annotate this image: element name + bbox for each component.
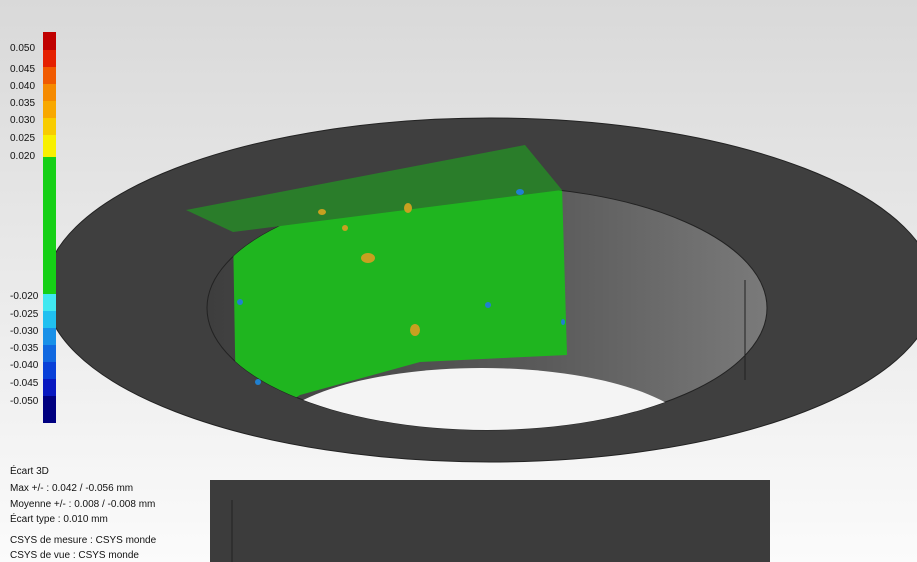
scale-label: 0.045: [10, 64, 36, 75]
spot: [318, 209, 326, 215]
spot: [342, 225, 348, 231]
deviation-patch-top: [186, 145, 562, 232]
scale-band: [43, 311, 56, 328]
scale-label: -0.040: [10, 360, 39, 371]
scale-label: -0.035: [10, 343, 39, 354]
scale-band: [43, 32, 56, 50]
scale-band: [43, 84, 56, 101]
scale-band: [43, 135, 56, 157]
spots: [237, 189, 565, 385]
scale-band: [43, 157, 56, 294]
through-hole: [267, 368, 697, 430]
scale-label: -0.030: [10, 326, 39, 337]
spot: [485, 302, 491, 308]
scale-label: 0.020: [10, 151, 36, 162]
scale-label: 0.030: [10, 115, 36, 126]
spot: [516, 189, 524, 195]
scale-label: 0.025: [10, 133, 36, 144]
scale-band: [43, 118, 56, 135]
info-title: Écart 3D: [10, 466, 49, 477]
spot: [361, 253, 375, 263]
spot: [410, 324, 420, 336]
scale-label: -0.045: [10, 378, 39, 389]
spot: [404, 203, 412, 213]
scale-band: [43, 345, 56, 362]
spot: [255, 379, 261, 385]
scale-label: -0.050: [10, 396, 39, 407]
color-scale: [43, 32, 56, 423]
scale-band: [43, 101, 56, 118]
scale-band: [43, 294, 56, 311]
spot: [237, 299, 243, 305]
deviation-patch: [233, 186, 567, 420]
info-max: Max +/- : 0.042 / -0.056 mm: [10, 483, 134, 494]
scale-band: [43, 50, 56, 67]
info-mean: Moyenne +/- : 0.008 / -0.008 mm: [10, 499, 156, 510]
scale-label: 0.050: [10, 43, 36, 54]
scale-band: [43, 379, 56, 396]
spot: [561, 319, 565, 325]
info-csys-measure: CSYS de mesure : CSYS monde: [10, 535, 157, 546]
scale-label: 0.040: [10, 81, 36, 92]
scale-band: [43, 362, 56, 379]
scale-band: [43, 396, 56, 423]
scale-label: -0.025: [10, 309, 39, 320]
lower-cylinder: [210, 480, 770, 562]
info-std: Écart type : 0.010 mm: [10, 514, 108, 525]
scale-band: [43, 328, 56, 345]
scale-label: 0.035: [10, 98, 36, 109]
info-csys-view: CSYS de vue : CSYS monde: [10, 550, 139, 561]
scale-label: -0.020: [10, 291, 39, 302]
scale-band: [43, 67, 56, 84]
